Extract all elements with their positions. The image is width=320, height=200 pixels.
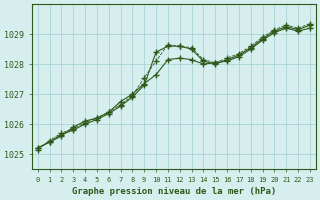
X-axis label: Graphe pression niveau de la mer (hPa): Graphe pression niveau de la mer (hPa) xyxy=(72,187,276,196)
